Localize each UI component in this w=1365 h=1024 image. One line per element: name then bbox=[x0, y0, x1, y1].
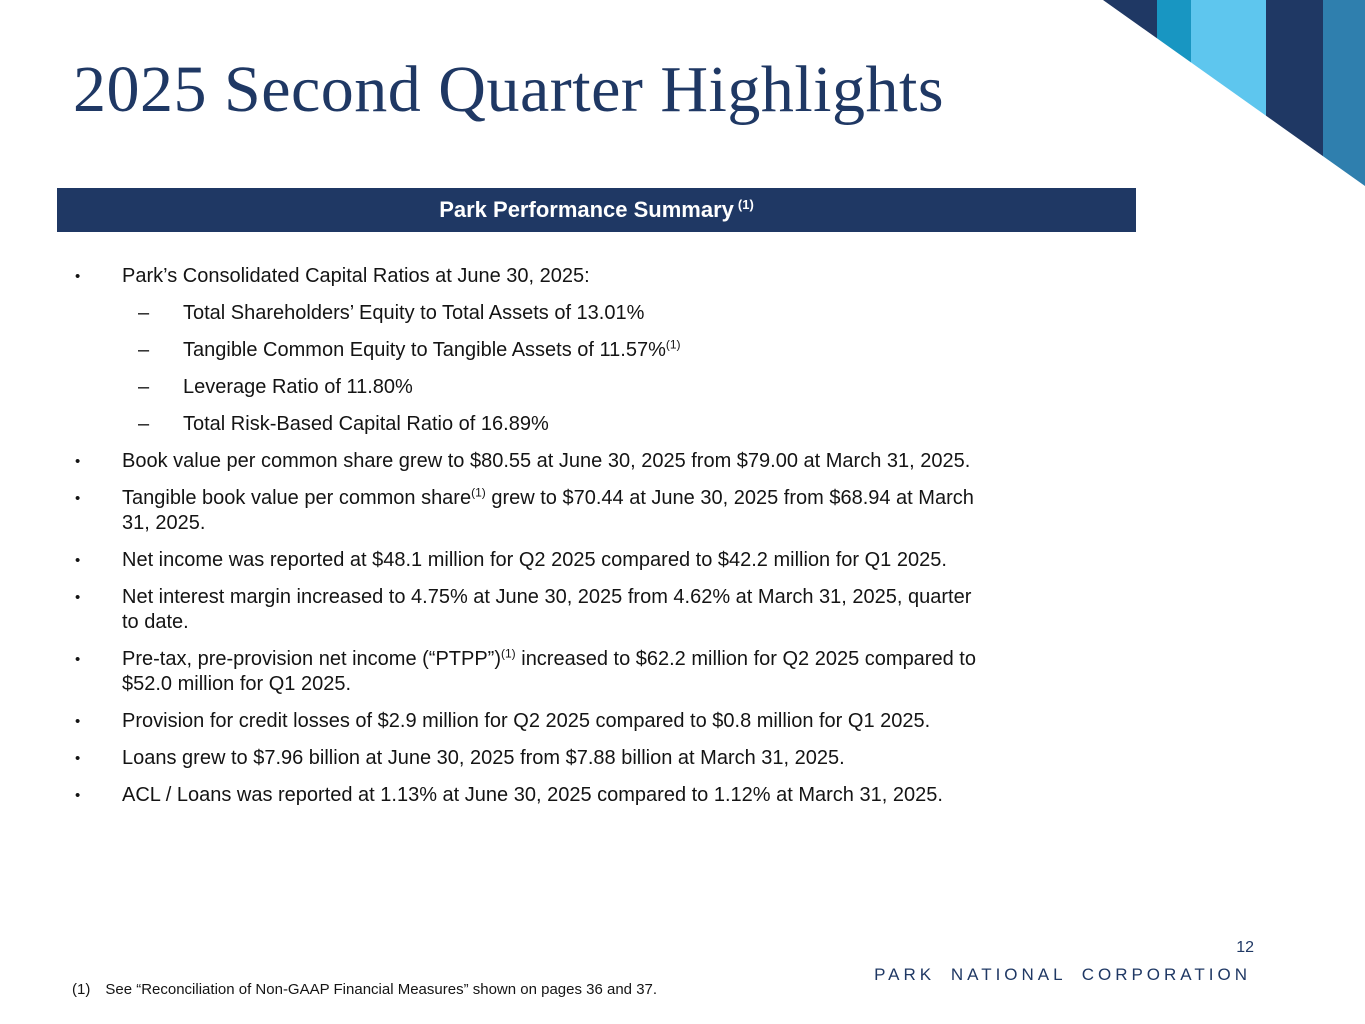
dash-marker: – bbox=[138, 302, 150, 324]
bullet-item: • Tangible book value per common share(1)… bbox=[57, 486, 1042, 536]
summary-header-title: Park Performance Summary bbox=[439, 197, 734, 222]
bullet-marker: • bbox=[75, 713, 81, 730]
sub-bullet-item: – Tangible Common Equity to Tangible Asse… bbox=[57, 338, 1042, 363]
sub-bullet-item: – Total Shareholders’ Equity to Total Ass… bbox=[57, 301, 1042, 326]
slide-title: 2025 Second Quarter Highlights bbox=[73, 53, 945, 126]
bullet-item: • Book value per common share grew to $80… bbox=[57, 449, 1042, 474]
footnote: (1) See “Reconciliation of Non-GAAP Finan… bbox=[72, 981, 657, 998]
bullet-item: • Park’s Consolidated Capital Ratios at J… bbox=[57, 264, 1042, 289]
corner-stripe bbox=[1157, 0, 1191, 186]
bullet-text: Tangible book value per common share(1) … bbox=[122, 485, 974, 534]
dash-marker: – bbox=[138, 339, 150, 361]
sub-bullet-item: – Leverage Ratio of 11.80% bbox=[57, 375, 1042, 400]
bullet-item: • Provision for credit losses of $2.9 mil… bbox=[57, 709, 1042, 734]
bullet-text: Park’s Consolidated Capital Ratios at Ju… bbox=[122, 265, 590, 287]
bullet-marker: • bbox=[75, 589, 81, 606]
summary-header-superscript: (1) bbox=[737, 196, 754, 212]
corner-stripe bbox=[1191, 0, 1266, 186]
corner-stripe bbox=[1323, 0, 1365, 186]
bullet-marker: • bbox=[75, 490, 81, 507]
sub-bullet-item: – Total Risk-Based Capital Ratio of 16.89… bbox=[57, 412, 1042, 437]
dash-marker: – bbox=[138, 376, 150, 398]
bullet-marker: • bbox=[75, 750, 81, 767]
bullet-marker: • bbox=[75, 787, 81, 804]
bullet-marker: • bbox=[75, 651, 81, 668]
corner-stripe bbox=[1103, 0, 1157, 186]
bullet-marker: • bbox=[75, 268, 81, 285]
corner-stripe bbox=[1266, 0, 1323, 186]
bullet-text: Net income was reported at $48.1 million… bbox=[122, 549, 947, 571]
bullet-text: Net interest margin increased to 4.75% a… bbox=[122, 586, 972, 633]
bullet-text: Leverage Ratio of 11.80% bbox=[183, 376, 413, 398]
dash-marker: – bbox=[138, 413, 150, 435]
bullet-marker: • bbox=[75, 453, 81, 470]
footnote-marker: (1) bbox=[72, 981, 91, 998]
bullet-text: Loans grew to $7.96 billion at June 30, … bbox=[122, 747, 845, 769]
bullet-item: • Loans grew to $7.96 billion at June 30,… bbox=[57, 746, 1042, 771]
bullet-text: Book value per common share grew to $80.… bbox=[122, 450, 971, 472]
footnote-text: See “Reconciliation of Non-GAAP Financia… bbox=[105, 981, 658, 998]
bullet-marker: • bbox=[75, 552, 81, 569]
summary-header-bar: Park Performance Summary (1) bbox=[57, 188, 1136, 232]
bullet-item: • Pre-tax, pre-provision net income (“PTP… bbox=[57, 647, 1042, 697]
bullet-text: Pre-tax, pre-provision net income (“PTPP… bbox=[122, 646, 976, 695]
bullet-text: Provision for credit losses of $2.9 mill… bbox=[122, 710, 931, 732]
bullet-item: • Net interest margin increased to 4.75% … bbox=[57, 585, 1042, 635]
bullet-text: Total Shareholders’ Equity to Total Asse… bbox=[183, 302, 645, 324]
corner-decoration bbox=[1103, 0, 1365, 186]
bullet-item: • Net income was reported at $48.1 millio… bbox=[57, 548, 1042, 573]
company-name: PARK NATIONAL CORPORATION bbox=[874, 965, 1251, 984]
bullet-text: ACL / Loans was reported at 1.13% at Jun… bbox=[122, 784, 943, 806]
bullet-list: • Park’s Consolidated Capital Ratios at J… bbox=[57, 264, 1042, 820]
bullet-text: Total Risk-Based Capital Ratio of 16.89% bbox=[183, 413, 549, 435]
bullet-text: Tangible Common Equity to Tangible Asset… bbox=[183, 337, 681, 361]
page-number: 12 bbox=[1236, 939, 1254, 956]
bullet-item: • ACL / Loans was reported at 1.13% at Ju… bbox=[57, 783, 1042, 808]
